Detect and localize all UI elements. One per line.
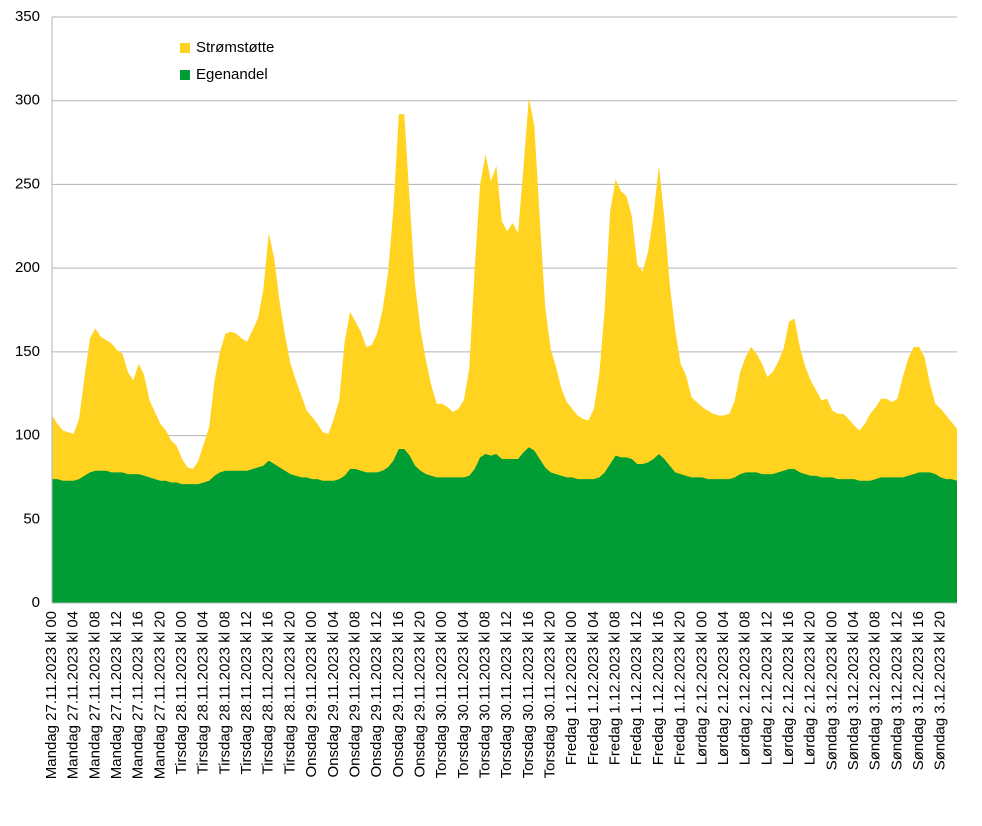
- x-tick-label: Fredag 1.12.2023 kl 08: [607, 611, 624, 765]
- legend-label: Strømstøtte: [196, 39, 274, 56]
- x-tick-label: Lørdag 2.12.2023 kl 16: [780, 611, 797, 765]
- y-tick-label: 150: [15, 343, 40, 360]
- x-tick-label: Lørdag 2.12.2023 kl 20: [802, 611, 819, 765]
- x-tick-label: Lørdag 2.12.2023 kl 08: [737, 611, 754, 765]
- x-tick-label: Torsdag 30.11.2023 kl 08: [477, 611, 494, 778]
- x-tick-label: Tirsdag 28.11.2023 kl 00: [173, 611, 190, 774]
- x-tick-label: Mandag 27.11.2023 kl 08: [86, 611, 103, 779]
- x-tick-label: Søndag 3.12.2023 kl 12: [888, 611, 905, 770]
- y-tick-label: 250: [15, 175, 40, 192]
- y-tick-label: 300: [15, 92, 40, 109]
- area: [52, 447, 957, 603]
- x-tick-label: Onsdag 29.11.2023 kl 16: [390, 611, 407, 778]
- legend-swatch: [180, 70, 190, 80]
- x-tick-label: Onsdag 29.11.2023 kl 12: [368, 611, 385, 778]
- x-tick-label: Lørdag 2.12.2023 kl 04: [715, 611, 732, 765]
- y-tick-label: 100: [15, 427, 40, 444]
- x-tick-label: Torsdag 30.11.2023 kl 12: [498, 611, 515, 778]
- x-tick-label: Fredag 1.12.2023 kl 20: [672, 611, 689, 765]
- x-tick-label: Torsdag 30.11.2023 kl 16: [520, 611, 537, 778]
- x-tick-label: Fredag 1.12.2023 kl 04: [585, 611, 602, 765]
- x-tick-label: Torsdag 30.11.2023 kl 04: [455, 611, 472, 778]
- x-tick-label: Tirsdag 28.11.2023 kl 20: [281, 611, 298, 774]
- x-tick-label: Mandag 27.11.2023 kl 12: [108, 611, 125, 779]
- x-tick-label: Søndag 3.12.2023 kl 00: [823, 611, 840, 770]
- x-tick-label: Mandag 27.11.2023 kl 20: [151, 611, 168, 779]
- legend-label: Egenandel: [196, 66, 268, 83]
- x-tick-label: Onsdag 29.11.2023 kl 08: [346, 611, 363, 778]
- x-tick-label: Fredag 1.12.2023 kl 00: [563, 611, 580, 765]
- x-tick-label: Torsdag 30.11.2023 kl 20: [542, 611, 559, 778]
- legend-swatch: [180, 43, 190, 53]
- x-tick-label: Onsdag 29.11.2023 kl 04: [325, 611, 342, 778]
- x-tick-label: Lørdag 2.12.2023 kl 12: [758, 611, 775, 765]
- y-tick-label: 50: [23, 510, 40, 527]
- x-tick-label: Søndag 3.12.2023 kl 08: [867, 611, 884, 770]
- x-tick-label: Onsdag 29.11.2023 kl 20: [411, 611, 428, 778]
- x-tick-label: Mandag 27.11.2023 kl 16: [130, 611, 147, 779]
- y-tick-label: 200: [15, 259, 40, 276]
- x-tick-label: Tirsdag 28.11.2023 kl 12: [238, 611, 255, 774]
- y-tick-label: 0: [32, 594, 40, 611]
- x-tick-label: Tirsdag 28.11.2023 kl 16: [260, 611, 277, 774]
- y-tick-label: 350: [15, 8, 40, 25]
- x-tick-label: Mandag 27.11.2023 kl 00: [43, 611, 60, 779]
- x-tick-label: Søndag 3.12.2023 kl 04: [845, 611, 862, 770]
- x-tick-label: Torsdag 30.11.2023 kl 00: [433, 611, 450, 778]
- x-tick-label: Lørdag 2.12.2023 kl 00: [693, 611, 710, 765]
- x-tick-label: Tirsdag 28.11.2023 kl 04: [195, 611, 212, 774]
- x-tick-label: Søndag 3.12.2023 kl 20: [932, 611, 949, 770]
- x-tick-label: Onsdag 29.11.2023 kl 00: [303, 611, 320, 778]
- x-tick-label: Mandag 27.11.2023 kl 04: [65, 611, 82, 779]
- x-tick-label: Fredag 1.12.2023 kl 12: [628, 611, 645, 765]
- x-tick-label: Tirsdag 28.11.2023 kl 08: [216, 611, 233, 774]
- x-tick-label: Fredag 1.12.2023 kl 16: [650, 611, 667, 765]
- x-tick-label: Søndag 3.12.2023 kl 16: [910, 611, 927, 770]
